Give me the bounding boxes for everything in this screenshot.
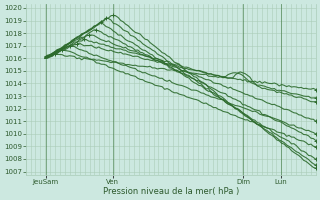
X-axis label: Pression niveau de la mer( hPa ): Pression niveau de la mer( hPa ) <box>103 187 239 196</box>
